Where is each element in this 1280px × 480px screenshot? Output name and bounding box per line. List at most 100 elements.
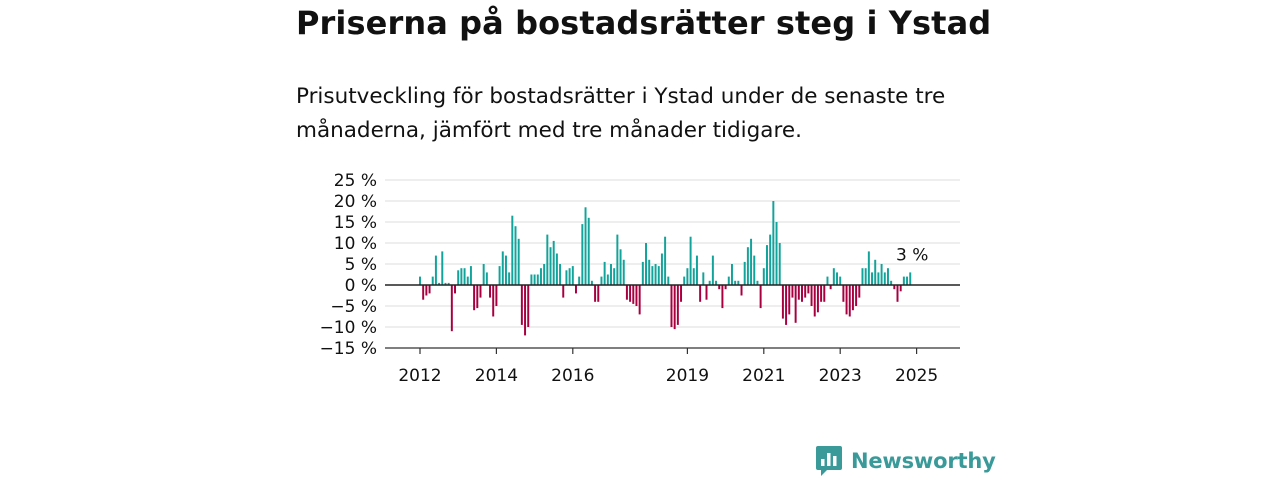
- bar: [855, 285, 858, 306]
- bar: [469, 266, 472, 285]
- bar: [756, 280, 759, 285]
- bar: [778, 243, 781, 285]
- bar: [785, 285, 788, 325]
- bar: [533, 274, 536, 285]
- bar: [877, 272, 880, 285]
- bar: [438, 282, 441, 285]
- bar: [504, 255, 507, 285]
- bar: [635, 285, 638, 306]
- bar: [810, 285, 813, 306]
- bar: [625, 285, 628, 300]
- bar: [794, 285, 797, 323]
- bar: [797, 285, 800, 300]
- bar: [708, 280, 711, 285]
- bar: [750, 238, 753, 285]
- bar: [664, 236, 667, 285]
- bar: [460, 268, 463, 285]
- bar: [571, 266, 574, 285]
- bar: [431, 276, 434, 285]
- bar: [667, 276, 670, 285]
- x-tick-label: 2012: [398, 366, 441, 386]
- y-tick-label: −10 %: [320, 318, 377, 338]
- bar: [419, 276, 421, 285]
- bar: [858, 285, 861, 298]
- bar: [848, 285, 851, 317]
- bar: [457, 270, 460, 285]
- bar: [788, 285, 791, 315]
- gridlines: [385, 179, 960, 349]
- bar: [695, 255, 698, 285]
- y-tick-label: 20 %: [334, 192, 377, 212]
- bar: [539, 268, 542, 285]
- bar: [769, 234, 772, 285]
- bar: [447, 282, 450, 285]
- bar: [759, 285, 762, 309]
- bar: [842, 285, 845, 302]
- bar: [890, 280, 893, 285]
- bar: [638, 285, 641, 315]
- x-tick-label: 2023: [819, 366, 862, 386]
- bar: [641, 261, 644, 285]
- bar: [909, 272, 912, 285]
- bar: [660, 253, 663, 285]
- bar: [801, 285, 803, 302]
- y-tick-label: 25 %: [334, 171, 377, 191]
- bar: [651, 266, 654, 285]
- bar: [485, 272, 488, 285]
- bar: [530, 274, 533, 285]
- bar: [734, 280, 737, 285]
- bar: [511, 215, 514, 285]
- bar: [826, 276, 829, 285]
- bar: [616, 234, 619, 285]
- bar: [906, 276, 909, 285]
- bar: [600, 276, 603, 285]
- bar: [692, 268, 695, 285]
- y-tick-label: −15 %: [320, 339, 377, 359]
- bar: [673, 285, 676, 330]
- bar: [495, 285, 498, 306]
- bar: [425, 285, 428, 296]
- bar: [791, 285, 794, 298]
- bar: [543, 264, 546, 285]
- bar: [546, 234, 549, 285]
- bar: [839, 276, 842, 285]
- bar: [867, 251, 870, 285]
- bar: [686, 268, 689, 285]
- bar: [676, 285, 679, 325]
- bar: [807, 285, 810, 294]
- bar: [568, 268, 571, 285]
- x-tick-label: 2016: [551, 366, 594, 386]
- bar: [466, 276, 469, 285]
- y-tick-label: 5 %: [345, 255, 377, 275]
- bar: [765, 245, 768, 285]
- newsworthy-logo[interactable]: Newsworthy: [815, 444, 996, 478]
- bar: [689, 236, 692, 285]
- bar: [680, 285, 683, 302]
- bar: [441, 251, 444, 285]
- bar: [492, 285, 495, 317]
- bar: [871, 272, 874, 285]
- bar: [619, 249, 622, 285]
- bar-series: [419, 201, 912, 336]
- bar: [463, 268, 466, 285]
- bar: [517, 238, 520, 285]
- bar: [851, 285, 854, 311]
- bar: [753, 255, 756, 285]
- bar: [861, 268, 864, 285]
- bar: [578, 276, 581, 285]
- bar: [762, 268, 765, 285]
- bar: [422, 285, 425, 300]
- bar: [705, 285, 708, 300]
- bar: [622, 259, 625, 285]
- bar: [823, 285, 826, 302]
- bar: [559, 264, 562, 285]
- bar: [473, 285, 476, 311]
- bar: [737, 280, 740, 285]
- bar: [880, 264, 883, 285]
- bar: [721, 285, 724, 309]
- bar: [520, 285, 523, 325]
- bar: [476, 285, 479, 309]
- bar: [727, 276, 730, 285]
- bar: [886, 268, 889, 285]
- bar: [434, 255, 437, 285]
